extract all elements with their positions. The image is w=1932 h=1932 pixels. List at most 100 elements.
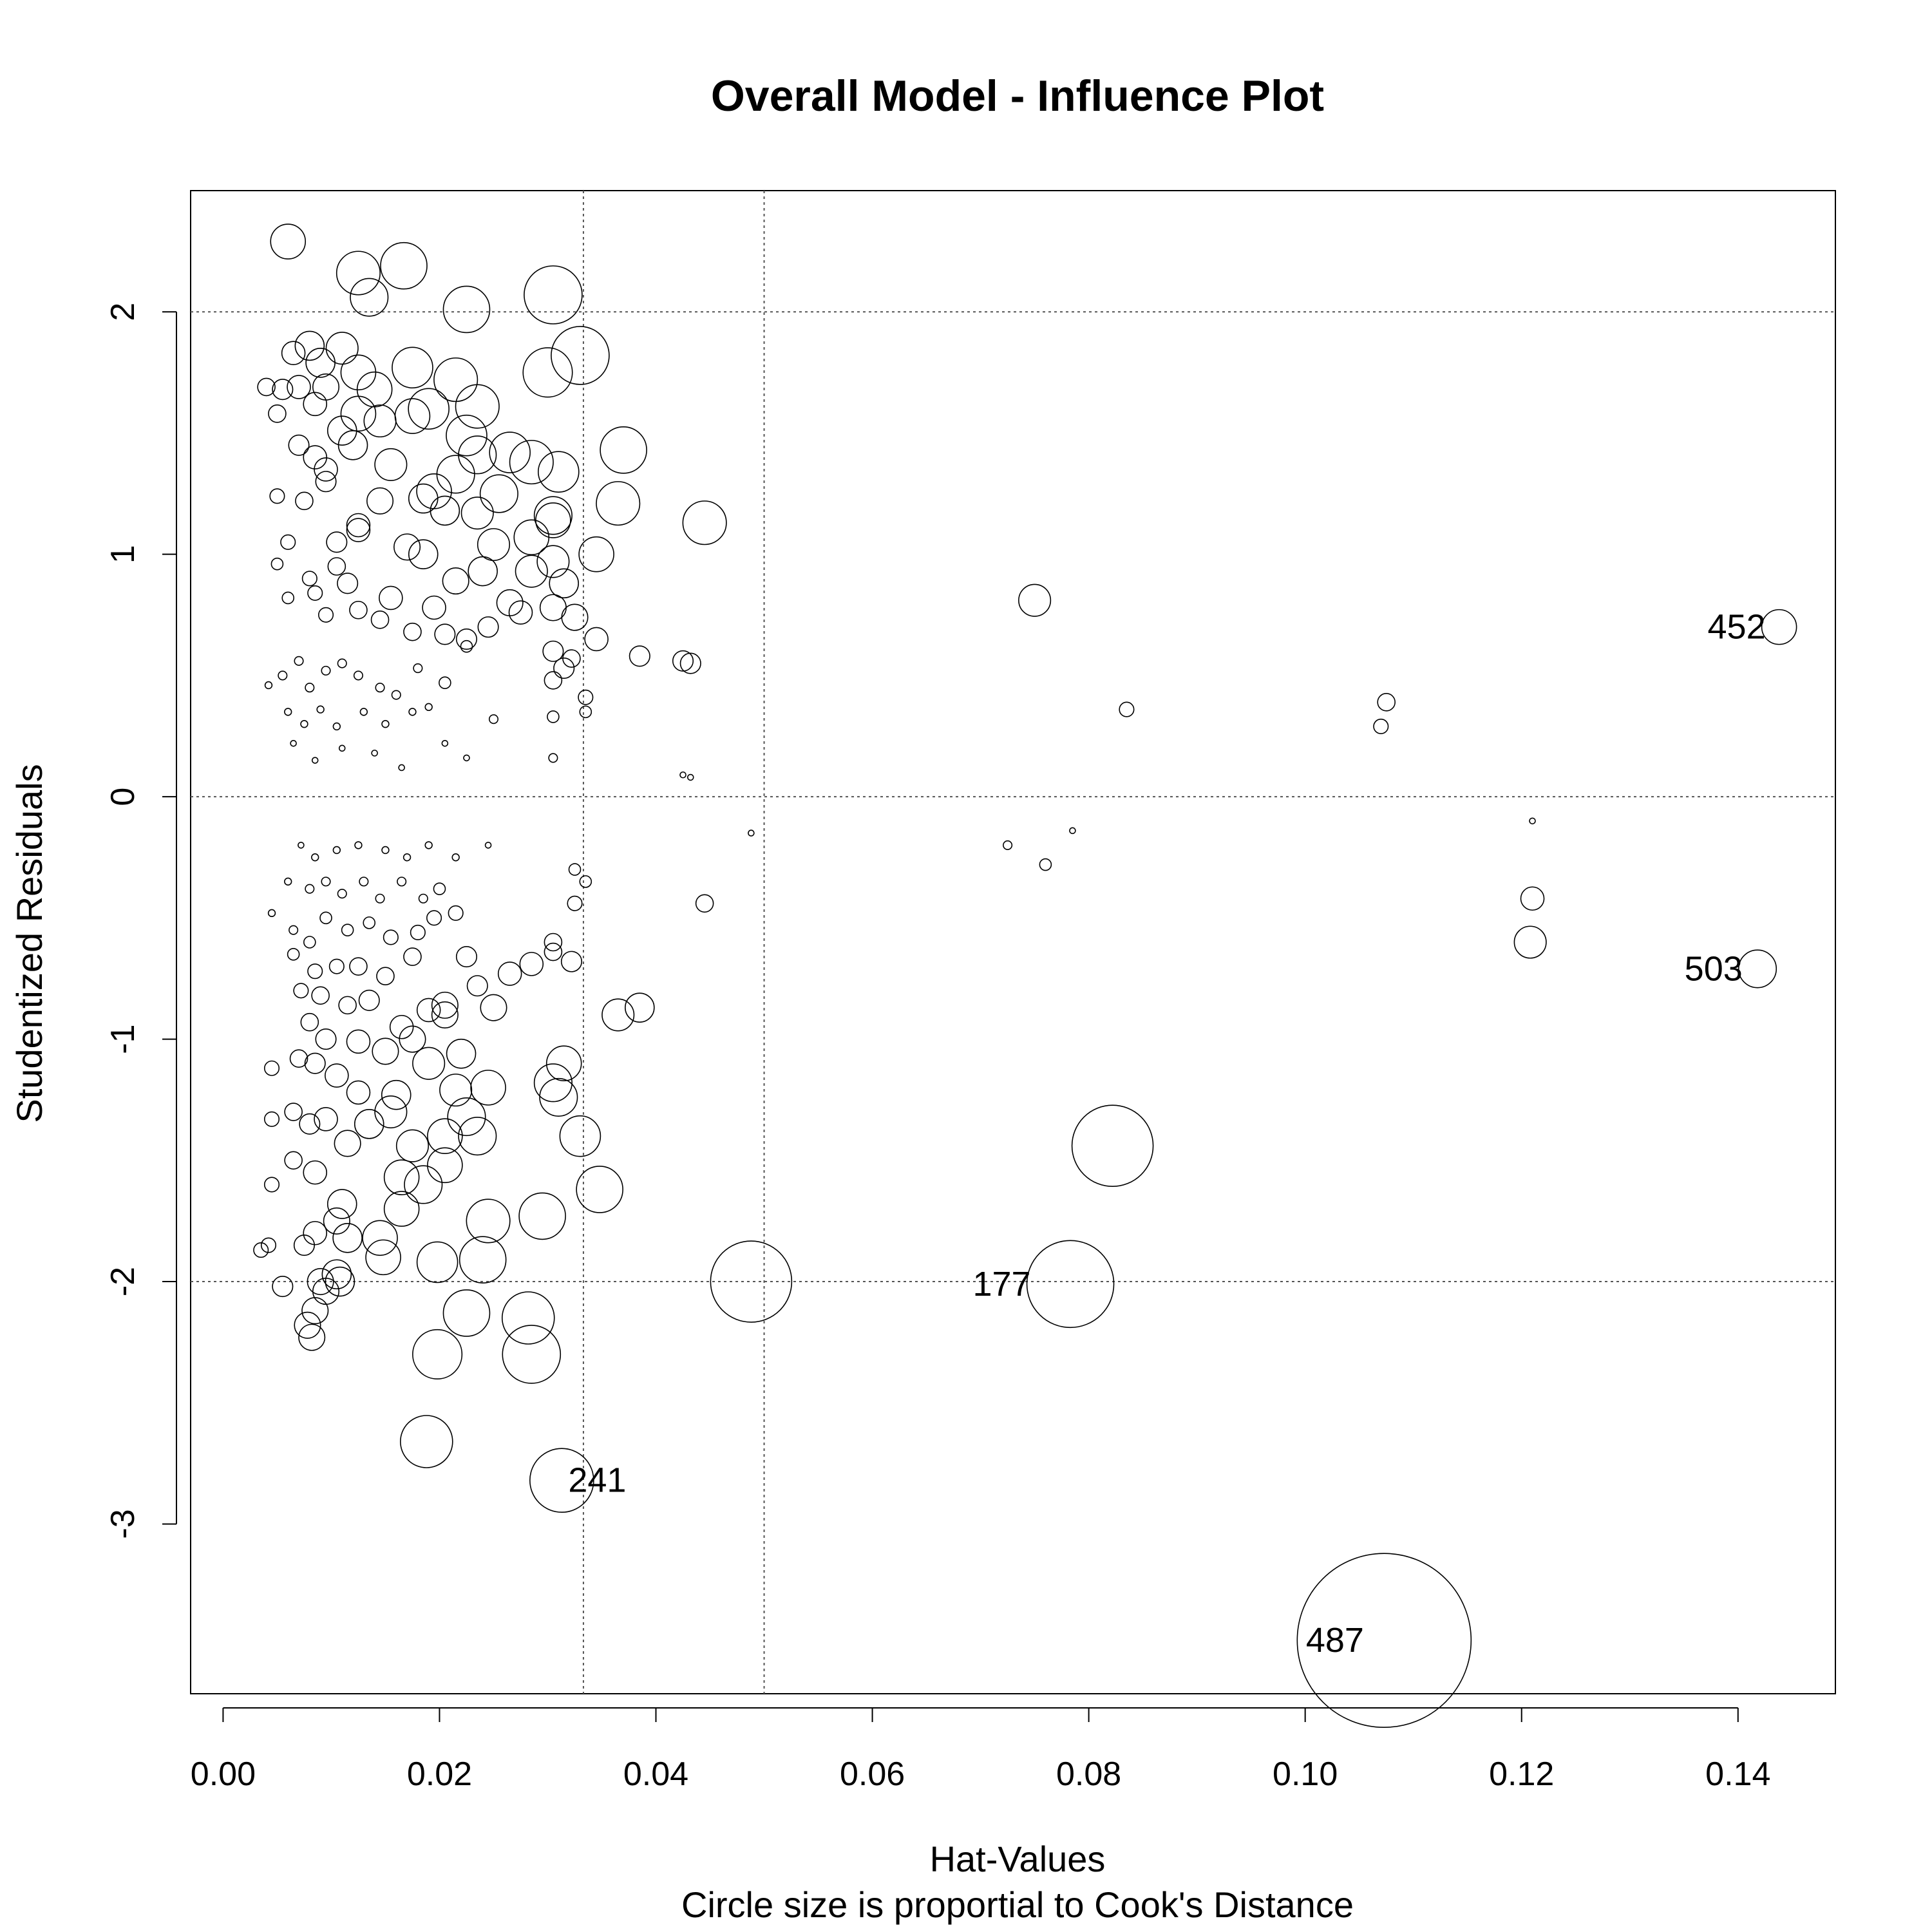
data-point <box>501 1291 555 1345</box>
x-tick-label: 0.04 <box>623 1756 688 1793</box>
data-point <box>303 1220 328 1245</box>
data-point <box>679 652 701 674</box>
data-point <box>1377 693 1396 712</box>
data-point <box>529 1448 594 1513</box>
y-tick-label: -3 <box>104 1509 142 1539</box>
data-point <box>496 589 524 617</box>
data-point <box>332 846 341 855</box>
data-point <box>305 683 315 693</box>
data-point <box>459 1236 507 1283</box>
data-point <box>365 1239 401 1276</box>
data-point <box>294 656 304 666</box>
data-point <box>1520 886 1545 911</box>
chart-title: Overall Model - Influence Plot <box>711 71 1324 120</box>
data-point <box>576 1166 623 1213</box>
data-point <box>509 440 554 485</box>
data-point <box>568 863 582 876</box>
data-point <box>298 842 305 849</box>
data-point <box>1529 817 1536 825</box>
data-point <box>561 603 589 631</box>
data-point <box>515 554 548 588</box>
data-point <box>544 942 563 961</box>
data-point <box>412 1329 463 1380</box>
x-tick-label: 0.12 <box>1489 1756 1554 1793</box>
data-point <box>522 347 573 398</box>
x-tick-label: 0.06 <box>840 1756 905 1793</box>
data-point <box>289 925 299 935</box>
data-point <box>436 455 475 494</box>
data-point <box>321 876 331 887</box>
data-point <box>625 992 655 1023</box>
data-point <box>1069 827 1076 835</box>
plot-frame <box>190 190 1836 1694</box>
data-point <box>455 946 478 968</box>
data-point <box>418 893 428 904</box>
data-point <box>392 346 433 389</box>
data-point <box>366 487 394 515</box>
data-point <box>301 1297 329 1325</box>
data-point <box>362 1220 398 1256</box>
data-point <box>287 375 311 399</box>
data-point <box>433 357 478 402</box>
data-point <box>295 491 314 511</box>
data-point <box>303 1160 328 1185</box>
data-point <box>451 853 460 862</box>
data-point <box>439 676 451 689</box>
data-point <box>442 567 469 595</box>
data-point <box>446 1038 477 1069</box>
data-point <box>311 986 330 1005</box>
data-point <box>596 481 641 526</box>
data-point <box>332 1222 363 1253</box>
data-point <box>562 649 581 668</box>
data-point <box>363 916 376 929</box>
y-tick-label: 1 <box>104 545 142 564</box>
data-point <box>672 650 694 672</box>
data-point <box>695 894 714 913</box>
data-point <box>391 690 401 700</box>
data-point <box>442 285 491 334</box>
x-axis-label: Hat-Values <box>930 1839 1106 1879</box>
data-point <box>416 473 452 509</box>
data-point <box>356 371 393 408</box>
data-point <box>289 1049 308 1068</box>
data-point <box>307 585 323 601</box>
data-point <box>1296 1553 1472 1728</box>
data-point <box>303 445 328 469</box>
y-tick-label: 0 <box>104 788 142 806</box>
data-point <box>551 326 610 385</box>
data-point <box>307 1267 334 1296</box>
data-point <box>311 757 319 764</box>
data-point <box>416 1241 459 1283</box>
data-point <box>350 278 389 317</box>
data-point <box>346 1080 371 1105</box>
data-point <box>518 1192 566 1240</box>
data-point <box>325 1266 355 1297</box>
data-point <box>284 1103 303 1121</box>
data-point <box>422 595 446 620</box>
data-point <box>578 536 614 573</box>
data-point <box>301 571 317 587</box>
data-point <box>560 951 583 972</box>
data-point <box>268 404 287 423</box>
data-point <box>559 1115 601 1157</box>
data-point <box>293 1235 315 1256</box>
data-point <box>413 663 423 674</box>
data-point <box>290 740 297 747</box>
data-point <box>374 448 408 481</box>
data-point <box>257 377 276 397</box>
data-point <box>519 952 544 976</box>
data-point <box>284 708 292 716</box>
data-point <box>376 967 395 986</box>
data-point <box>370 611 390 629</box>
data-point <box>600 426 647 474</box>
data-point <box>314 1107 338 1132</box>
data-point <box>381 846 390 855</box>
data-point <box>359 876 369 887</box>
data-point <box>1071 1104 1154 1188</box>
data-point <box>402 853 412 862</box>
data-point <box>337 658 347 668</box>
data-point <box>317 607 334 623</box>
data-point <box>489 431 531 473</box>
data-point <box>430 495 460 526</box>
data-point <box>408 708 417 716</box>
